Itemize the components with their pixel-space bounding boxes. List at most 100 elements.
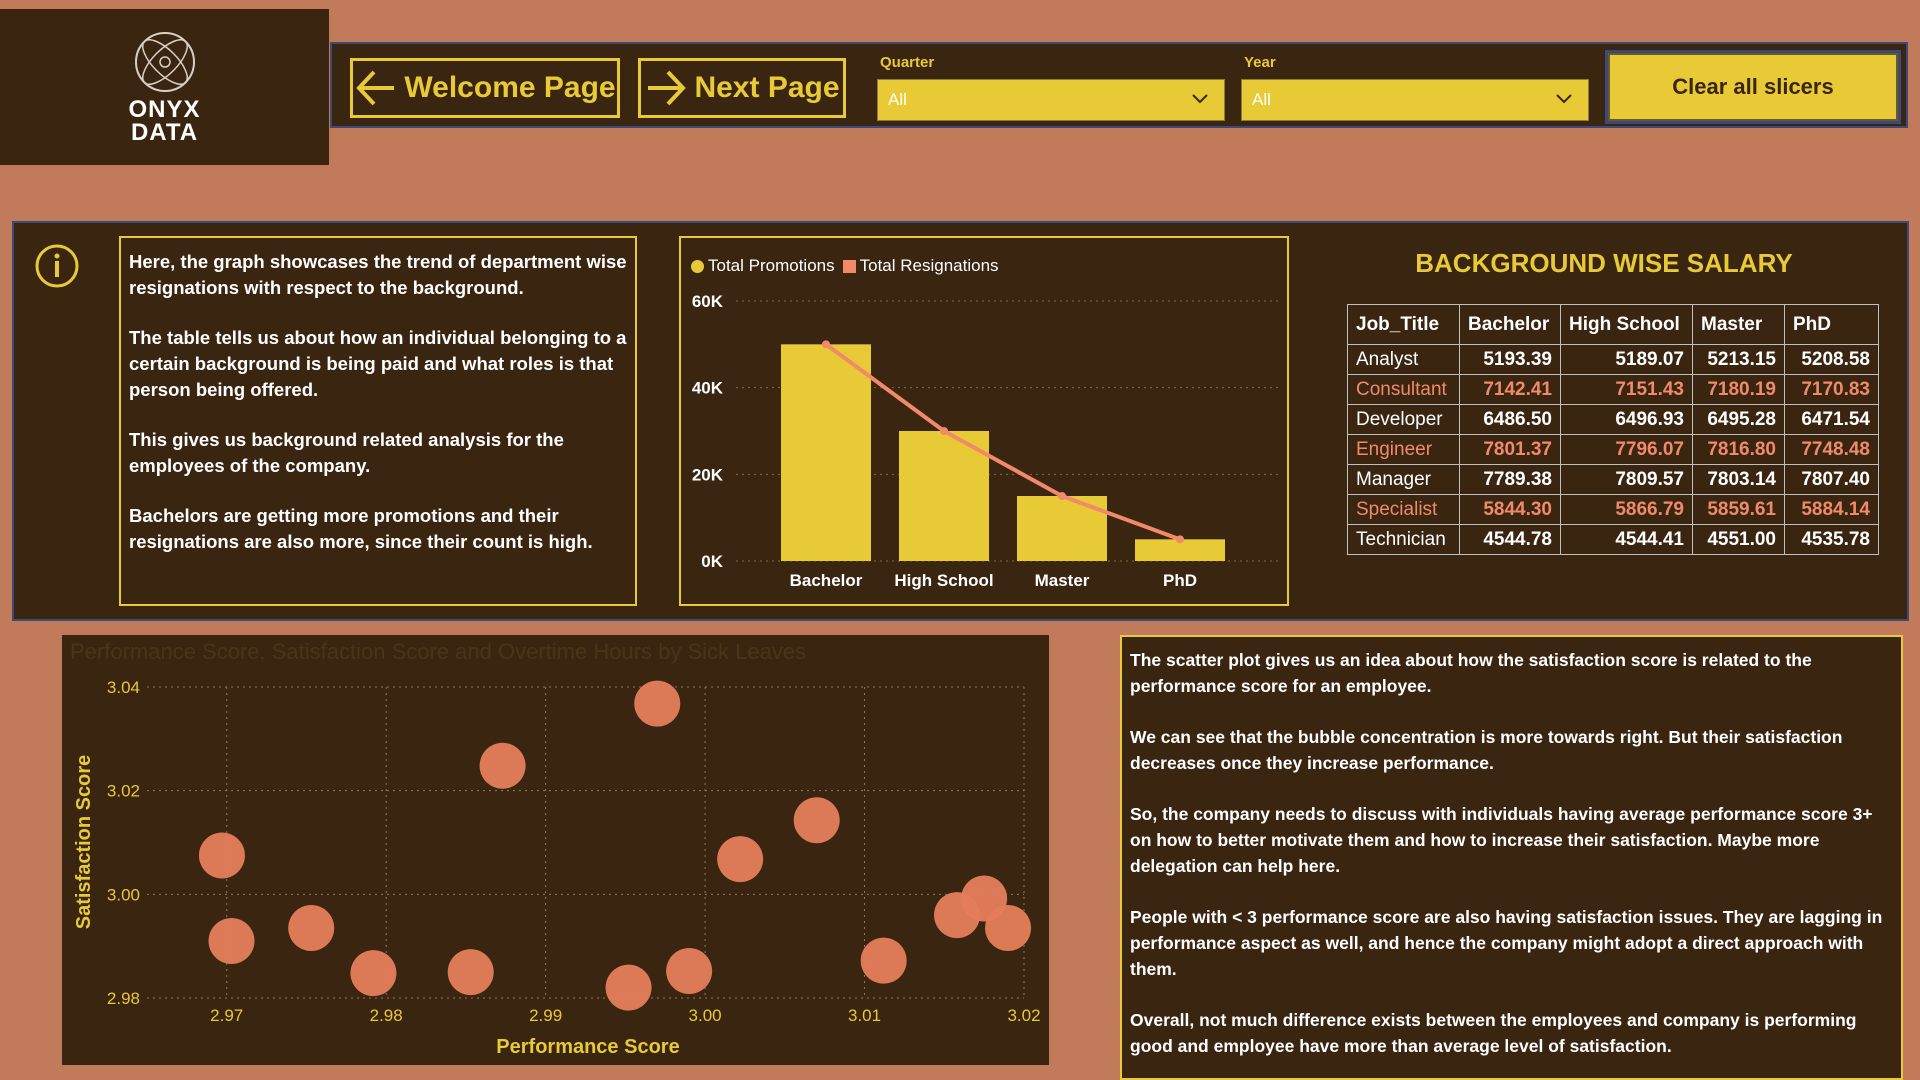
- salary-cell: 7180.19: [1692, 374, 1785, 405]
- salary-cell: 6486.50: [1459, 404, 1561, 435]
- legend-label: Total Promotions: [708, 256, 835, 275]
- welcome-page-label: Welcome Page: [404, 71, 616, 104]
- legend-item-promotions[interactable]: Total Promotions: [691, 256, 835, 276]
- next-page-label: Next Page: [694, 71, 840, 104]
- job-title-cell: Analyst: [1347, 344, 1460, 375]
- year-slicer[interactable]: All: [1241, 79, 1589, 121]
- x-tick-label: 3.00: [689, 1006, 722, 1025]
- table-row[interactable]: Technician 4544.78 4544.41 4551.00 4535.78: [1347, 524, 1879, 555]
- legend-square-icon: [842, 259, 856, 273]
- info-paragraph: Here, the graph showcases the trend of d…: [129, 251, 627, 298]
- scatter-bubble: [479, 742, 526, 789]
- info-paragraph: The table tells us about how an individu…: [129, 327, 627, 400]
- logo-line-1: ONYX: [128, 96, 201, 123]
- salary-cell: 5213.15: [1692, 344, 1785, 375]
- table-row[interactable]: Developer 6486.50 6496.93 6495.28 6471.54: [1347, 404, 1879, 435]
- insight-paragraph: People with < 3 performance score are al…: [1130, 907, 1883, 979]
- y-axis-label: Satisfaction Score: [73, 755, 95, 930]
- scatter-chart-svg: 2.98 3.00 3.02 3.04 2.97 2.98 2.99 3.00 3.01 3.02…: [73, 678, 1041, 1058]
- insight-paragraph: So, the company needs to discuss with in…: [1130, 804, 1873, 876]
- salary-cell: 4544.41: [1560, 524, 1693, 555]
- next-page-button[interactable]: Next Page: [638, 58, 846, 118]
- scatter-bubble: [860, 937, 907, 984]
- insight-paragraph: We can see that the bubble concentration…: [1130, 727, 1843, 773]
- bar-chart-svg: 0K 20K 40K 60K Bachelor High School Master PhD: [692, 292, 1281, 590]
- chart-legend: Total Promotions Total Resignations: [691, 256, 999, 276]
- bar-promotions: [781, 344, 871, 561]
- column-header[interactable]: Job_Title: [1347, 304, 1460, 345]
- promotions-resignations-chart: Total Promotions Total Resignations 0K 20…: [679, 236, 1289, 606]
- clear-all-slicers-button[interactable]: Clear all slicers: [1605, 50, 1901, 124]
- column-header[interactable]: Master: [1692, 304, 1785, 345]
- salary-cell: 6496.93: [1560, 404, 1693, 435]
- column-header[interactable]: PhD: [1784, 304, 1879, 345]
- scatter-bubble: [985, 905, 1032, 952]
- top-bar: Welcome Page Next Page Quarter All Year …: [330, 42, 1908, 128]
- scatter-title: Performance Score, Satisfaction Score an…: [70, 639, 807, 664]
- arrow-right-icon: [648, 70, 687, 106]
- x-tick-label: 2.97: [210, 1006, 243, 1025]
- onyx-globe-icon: [134, 32, 195, 92]
- salary-cell: 7796.07: [1560, 434, 1693, 465]
- info-icon[interactable]: [34, 243, 80, 289]
- chevron-down-icon: [1192, 94, 1208, 104]
- scatter-bubble: [208, 917, 255, 964]
- quarter-slicer[interactable]: All: [877, 79, 1225, 121]
- y-tick-label: 20K: [692, 465, 724, 484]
- y-tick-label: 60K: [692, 292, 724, 311]
- salary-cell: 7803.14: [1692, 464, 1785, 495]
- x-axis-label: Performance Score: [496, 1036, 679, 1058]
- point-resignations: [822, 340, 830, 349]
- salary-cell: 7142.41: [1459, 374, 1561, 405]
- x-tick-label: Master: [1035, 571, 1090, 590]
- salary-cell: 7807.40: [1784, 464, 1879, 495]
- salary-table-title: BACKGROUND WISE SALARY: [1415, 248, 1793, 278]
- year-slicer-label: Year: [1244, 54, 1276, 71]
- bar-promotions: [1135, 539, 1225, 561]
- info-text-panel: Here, the graph showcases the trend of d…: [119, 236, 637, 606]
- table-row[interactable]: Manager 7789.38 7809.57 7803.14 7807.40: [1347, 464, 1879, 495]
- job-title-cell: Manager: [1347, 464, 1460, 495]
- x-tick-label: PhD: [1163, 571, 1197, 590]
- table-header-row: Job_Title Bachelor High School Master Ph…: [1347, 304, 1879, 345]
- job-title-cell: Engineer: [1347, 434, 1460, 465]
- column-header[interactable]: High School: [1560, 304, 1693, 345]
- salary-cell: 7809.57: [1560, 464, 1693, 495]
- x-tick-label: 3.01: [848, 1006, 881, 1025]
- salary-cell: 4535.78: [1784, 524, 1879, 555]
- column-header[interactable]: Bachelor: [1459, 304, 1561, 345]
- scatter-insights-panel: The scatter plot gives us an idea about …: [1120, 635, 1903, 1080]
- scatter-bubble: [447, 949, 494, 996]
- year-slicer-value: All: [1252, 90, 1271, 109]
- salary-cell: 7748.48: [1784, 434, 1879, 465]
- salary-cell: 5859.61: [1692, 494, 1785, 525]
- scatter-bubble: [350, 950, 397, 997]
- job-title-cell: Developer: [1347, 404, 1460, 435]
- table-row[interactable]: Engineer 7801.37 7796.07 7816.80 7748.48: [1347, 434, 1879, 465]
- scatter-bubble: [198, 832, 245, 879]
- job-title-cell: Specialist: [1347, 494, 1460, 525]
- x-tick-label: High School: [894, 571, 993, 590]
- table-row[interactable]: Specialist 5844.30 5866.79 5859.61 5884.14: [1347, 494, 1879, 525]
- logo: ONYX DATA: [0, 9, 329, 165]
- welcome-page-button[interactable]: Welcome Page: [350, 58, 620, 118]
- chevron-down-icon: [1556, 94, 1572, 104]
- legend-item-resignations[interactable]: Total Resignations: [842, 256, 999, 276]
- scatter-bubble: [605, 964, 652, 1011]
- y-tick-label: 2.98: [107, 989, 140, 1008]
- quarter-slicer-label: Quarter: [880, 54, 935, 71]
- table-row[interactable]: Consultant 7142.41 7151.43 7180.19 7170.83: [1347, 374, 1879, 405]
- table-row[interactable]: Analyst 5193.39 5189.07 5213.15 5208.58: [1347, 344, 1879, 375]
- salary-table: Job_Title Bachelor High School Master Ph…: [1347, 304, 1879, 555]
- x-tick-label: 2.99: [529, 1006, 562, 1025]
- salary-cell: 7789.38: [1459, 464, 1561, 495]
- point-resignations: [1058, 492, 1066, 500]
- middle-section: Here, the graph showcases the trend of d…: [12, 221, 1909, 621]
- legend-dot-icon: [691, 259, 704, 273]
- insight-paragraph: Overall, not much difference exists betw…: [1130, 1010, 1857, 1056]
- scatter-bubble: [634, 680, 681, 727]
- logo-text: ONYX DATA: [128, 96, 201, 146]
- x-tick-label: Bachelor: [790, 571, 863, 590]
- logo-line-2: DATA: [130, 119, 199, 146]
- legend-label: Total Resignations: [859, 256, 999, 275]
